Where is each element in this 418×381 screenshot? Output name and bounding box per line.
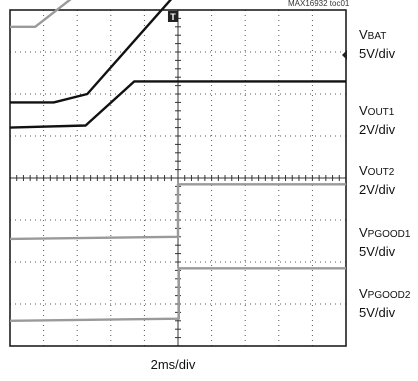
figure-tag: MAX16932 toc01 (288, 0, 350, 8)
label-out2: VOUT2 2V/div (359, 162, 395, 198)
trace-pgood1 (9, 183, 346, 241)
label-subscript: BAT (367, 31, 387, 42)
label-symbol: V (359, 163, 368, 178)
time-scale-label: 2ms/div (150, 357, 196, 372)
label-symbol: V (359, 286, 368, 301)
label-pgood1: VPGOOD1 5V/div (359, 224, 410, 260)
label-scale: 2V/div (359, 122, 396, 137)
trace-out1 (10, 0, 173, 104)
label-scale: 2V/div (359, 182, 396, 197)
label-subscript: OUT2 (367, 167, 395, 178)
label-subscript: OUT1 (367, 107, 395, 118)
label-scale: 5V/div (359, 46, 396, 61)
label-scale: 5V/div (359, 305, 396, 320)
label-subscript: PGOOD1 (367, 229, 411, 240)
plot-frame (9, 9, 347, 347)
label-symbol: V (359, 225, 368, 240)
level-marker (342, 50, 347, 60)
trace-pgood2 (9, 267, 346, 322)
label-bat: VBAT 5V/div (359, 26, 395, 62)
label-symbol: V (359, 103, 368, 118)
trigger-marker (167, 11, 178, 22)
label-pgood2: VPGOOD2 5V/div (359, 285, 410, 321)
label-symbol: V (359, 27, 368, 42)
label-subscript: PGOOD2 (367, 290, 411, 301)
label-scale: 5V/div (359, 244, 396, 259)
trace-bat (10, 0, 72, 28)
trigger-marker-label: T (170, 12, 176, 22)
trace-out2 (9, 80, 346, 129)
label-out1: VOUT1 2V/div (359, 102, 395, 138)
